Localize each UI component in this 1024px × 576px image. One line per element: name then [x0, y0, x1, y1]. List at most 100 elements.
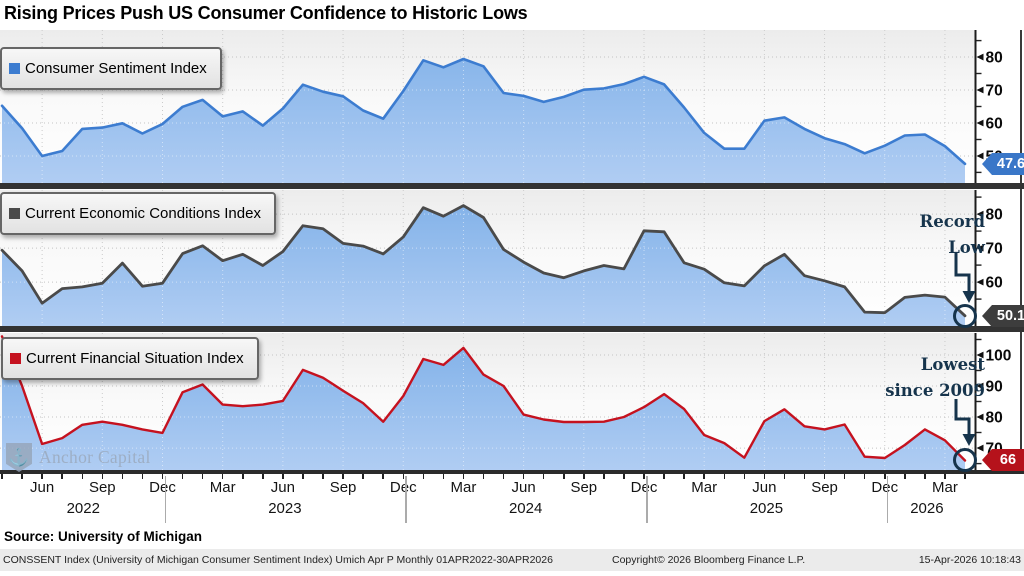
- anchor-shield-icon: ⚓: [6, 443, 32, 472]
- footer-strip: CONSSENT Index (University of Michigan C…: [0, 549, 1024, 571]
- x-axis-month-label: Mar: [932, 479, 958, 496]
- year-divider-line: [886, 476, 889, 523]
- x-axis-month-tick: [422, 474, 425, 479]
- last-value-badge-sentiment: 47.6: [982, 153, 1024, 175]
- x-axis-month-tick: [121, 474, 124, 479]
- series-line: [0, 335, 967, 462]
- x-axis-month-tick: [502, 474, 505, 479]
- x-axis-month-tick: [823, 474, 826, 479]
- chart-right-border: [1020, 30, 1022, 474]
- x-axis-month-label: Jun: [30, 479, 55, 496]
- x-axis-year-label: 2023: [268, 500, 302, 517]
- x-axis-month-tick: [462, 474, 465, 479]
- x-axis-month-tick: [282, 474, 284, 479]
- x-axis-month-tick: [683, 474, 685, 479]
- last-value-badge-conditions: 50.1: [982, 305, 1024, 327]
- y-axis-tick-arrow: [976, 413, 984, 421]
- y-axis-tick-arrow: [976, 53, 984, 61]
- annotation-lowest-line2: since 2009: [885, 381, 985, 400]
- x-axis-month-tick: [101, 474, 104, 479]
- x-axis-month-label: Mar: [691, 479, 718, 496]
- panel-divider-2: [0, 326, 1024, 332]
- financial-situation-chart-panel: 100908070: [0, 333, 1011, 471]
- x-axis-month-tick: [924, 474, 926, 479]
- y-axis-tick-arrow: [976, 86, 984, 94]
- x-axis-month-tick: [663, 474, 665, 479]
- x-axis-month-tick: [81, 474, 84, 479]
- x-axis-month-label: Jun: [511, 479, 536, 496]
- x-axis-month-tick: [603, 474, 605, 479]
- annotation-lowest-line1: Lowest: [920, 355, 985, 374]
- source-line: Source: University of Michigan: [4, 529, 203, 544]
- x-axis-year-label: 2022: [66, 500, 100, 517]
- chart-title: Rising Prices Push US Consumer Confidenc…: [4, 3, 528, 23]
- y-axis-tick-label: 80: [986, 207, 1003, 224]
- legend-label-financial-situation: Current Financial Situation Index: [26, 350, 244, 367]
- x-axis-month-tick: [583, 474, 585, 479]
- x-axis-month-tick: [362, 474, 364, 479]
- y-axis-tick-arrow: [976, 278, 984, 286]
- y-axis-tick-label: 80: [986, 50, 1003, 67]
- x-axis-month-tick: [904, 474, 906, 479]
- x-axis-month-tick: [803, 474, 806, 479]
- anchor-icon: ⚓: [8, 448, 30, 467]
- series-area-fill: [2, 59, 965, 183]
- gray-square-icon: [9, 208, 20, 219]
- year-divider-line: [164, 476, 166, 523]
- y-axis-tick-label: 60: [986, 275, 1003, 292]
- legend-financial-situation: Current Financial Situation Index: [1, 337, 259, 380]
- x-axis-month-tick: [41, 474, 43, 479]
- y-axis-tick-arrow: [976, 244, 984, 252]
- y-axis-tick-arrow: [976, 152, 984, 160]
- x-axis-month-tick: [21, 474, 23, 479]
- x-axis-month-tick: [643, 474, 645, 479]
- x-axis-month-tick: [964, 474, 966, 479]
- x-axis-month-tick: [181, 474, 184, 479]
- x-axis-month-label: Mar: [450, 479, 477, 496]
- series-line: [0, 57, 967, 166]
- x-axis-month-tick: [763, 474, 766, 479]
- legend-label-consumer-sentiment: Consumer Sentiment Index: [25, 60, 207, 77]
- y-axis-tick-arrow: [976, 444, 984, 452]
- x-axis-month-tick: [623, 474, 625, 479]
- x-axis-line: [0, 470, 1024, 474]
- x-axis-month-tick: [262, 474, 264, 479]
- y-axis-tick-label: 70: [986, 83, 1003, 100]
- footer-description: CONSSENT Index (University of Michigan C…: [3, 554, 553, 566]
- x-axis-month-label: Dec: [871, 479, 899, 496]
- annotation-lowest-since-2009: Lowest since 2009: [885, 352, 985, 404]
- x-axis-month-tick: [563, 474, 565, 479]
- x-axis-month-tick: [161, 474, 164, 479]
- x-axis-month-tick: [863, 474, 866, 479]
- y-axis-tick-label: 80: [986, 410, 1003, 427]
- x-axis-month-tick: [743, 474, 746, 479]
- x-axis-month-tick: [342, 474, 344, 479]
- legend-label-economic-conditions: Current Economic Conditions Index: [25, 205, 261, 222]
- x-axis-month-label: Sep: [88, 479, 116, 496]
- x-axis-year-label: 2025: [749, 500, 784, 517]
- legend-economic-conditions: Current Economic Conditions Index: [0, 192, 276, 235]
- x-axis-month-label: Sep: [811, 479, 838, 496]
- x-axis-month-tick: [884, 474, 886, 479]
- x-axis-month-tick: [382, 474, 384, 479]
- last-value-badge-financial: 66: [982, 449, 1024, 471]
- legend-consumer-sentiment: Consumer Sentiment Index: [0, 47, 222, 90]
- x-axis-month-label: Dec: [149, 479, 176, 496]
- y-axis-tick-arrow: [976, 351, 984, 359]
- panel-divider-1: [0, 183, 1024, 189]
- watermark-text: Anchor Capital: [39, 447, 151, 467]
- x-axis-month-label: Mar: [209, 479, 236, 496]
- x-axis-month-tick: [843, 474, 846, 479]
- annotation-record-low: Record Low: [920, 209, 986, 261]
- y-axis-tick-label: 60: [986, 116, 1003, 133]
- x-axis-month-label: Sep: [329, 479, 357, 496]
- anchor-capital-watermark: ⚓ Anchor Capital: [6, 443, 151, 472]
- y-axis-tick-label: 70: [986, 241, 1003, 258]
- x-axis-month-tick: [61, 474, 63, 479]
- x-axis-month-tick: [141, 474, 144, 479]
- blue-square-icon: [9, 63, 20, 74]
- x-axis-month-tick: [442, 474, 445, 479]
- x-axis-month-label: Dec: [389, 479, 417, 496]
- footer-timestamp: 15-Apr-2026 10:18:43: [918, 554, 1021, 566]
